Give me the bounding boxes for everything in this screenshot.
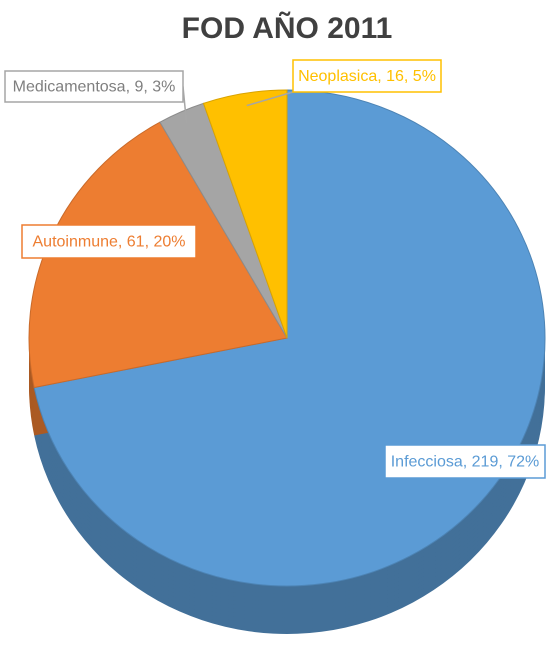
label-box — [384, 444, 546, 479]
data-label: Autoinmune, 61, 20% — [33, 234, 186, 251]
label-box — [292, 59, 442, 93]
pie-tops — [28, 89, 546, 587]
chart-title: FOD AÑO 2011 — [182, 11, 393, 45]
data-label: Neoplasica, 16, 5% — [298, 68, 436, 85]
label-box — [4, 70, 184, 103]
data-label: Infecciosa, 219, 72% — [391, 454, 540, 471]
pie-slice — [202, 89, 288, 339]
leader-line — [246, 91, 294, 107]
label-box — [21, 224, 197, 259]
data-label: Medicamentosa, 9, 3% — [13, 79, 176, 96]
data-labels: Infecciosa, 219, 72% Autoinmune, 61, 20% M… — [4, 59, 546, 479]
